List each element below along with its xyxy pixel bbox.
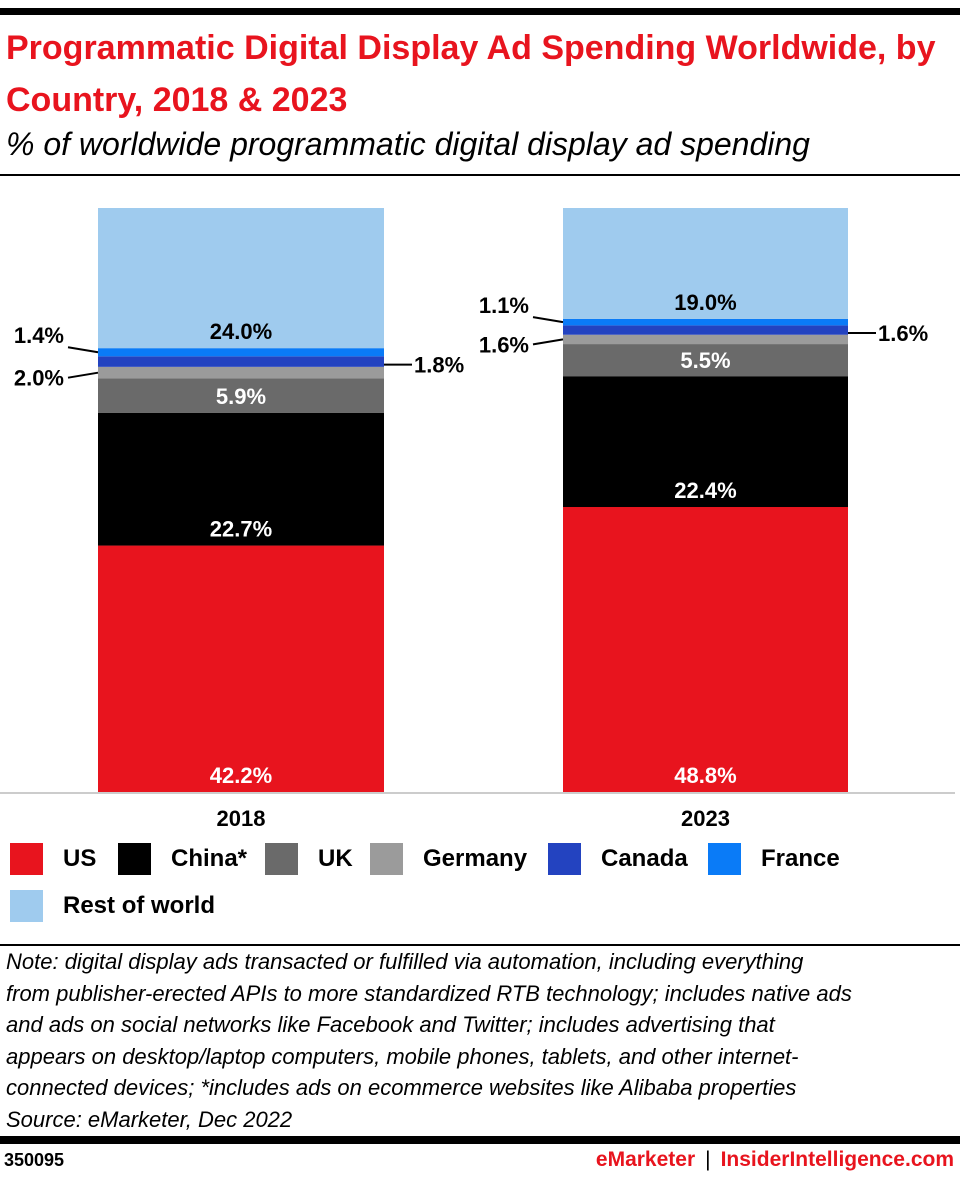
x-tick-label: 2018 bbox=[217, 806, 266, 831]
note-line: and ads on social networks like Facebook… bbox=[6, 1012, 775, 1037]
legend-swatch bbox=[265, 843, 298, 875]
legend-item: China* bbox=[118, 843, 247, 875]
divider bbox=[0, 944, 960, 946]
data-label: 48.8% bbox=[674, 763, 736, 788]
note-line: appears on desktop/laptop computers, mob… bbox=[6, 1043, 799, 1069]
bar-segment-uk-2018 bbox=[98, 378, 384, 413]
note-line: Note: digital display ads transacted or … bbox=[6, 949, 804, 974]
data-label: 2.0% bbox=[14, 366, 64, 391]
bar-segment-canada-2018 bbox=[98, 356, 384, 367]
brand-logo: eMarketer | InsiderIntelligence.com bbox=[596, 1148, 954, 1172]
legend-label: US bbox=[63, 845, 97, 872]
footer-rule bbox=[0, 1136, 960, 1144]
legend-label: China* bbox=[171, 845, 248, 872]
legend-swatch bbox=[10, 890, 43, 922]
top-rule bbox=[0, 8, 960, 15]
bar-segment-us-2023 bbox=[563, 507, 848, 792]
legend-swatch bbox=[708, 843, 741, 875]
legend-label: Rest of world bbox=[63, 892, 216, 919]
data-label: 1.6% bbox=[479, 332, 529, 357]
emarketer-logo: eMarketer bbox=[595, 1148, 696, 1171]
data-label: 5.9% bbox=[216, 384, 266, 409]
data-label: 19.0% bbox=[674, 290, 736, 315]
legend-label: UK bbox=[318, 845, 353, 872]
legend-item: US bbox=[10, 843, 96, 875]
bar-segment-germany-2023 bbox=[563, 334, 848, 345]
leader-line bbox=[67, 371, 99, 379]
source-line: Source: eMarketer, Dec 2022 bbox=[6, 1106, 293, 1132]
data-label: 5.5% bbox=[680, 348, 730, 373]
x-tick-label: 2023 bbox=[681, 806, 730, 831]
data-label: 1.1% bbox=[479, 293, 529, 318]
chart-subtitle: % of worldwide programmatic digital disp… bbox=[6, 126, 810, 162]
legend-label: Canada bbox=[601, 845, 688, 872]
legend-swatch bbox=[548, 843, 581, 875]
data-label: 1.6% bbox=[878, 321, 928, 346]
legend-item: Germany bbox=[370, 843, 527, 875]
chart-id: 350095 bbox=[4, 1150, 65, 1170]
chart-note: Note: digital display ads transacted or … bbox=[6, 946, 956, 1135]
bar-segment-rest-of-world-2018 bbox=[98, 208, 384, 349]
data-label: 42.2% bbox=[210, 763, 272, 788]
brand-separator: | bbox=[705, 1148, 711, 1171]
legend-label: France bbox=[761, 845, 840, 872]
data-label: 22.7% bbox=[210, 517, 272, 542]
legend-item: Rest of world bbox=[10, 890, 215, 922]
bar-segment-france-2018 bbox=[98, 348, 384, 357]
bar-segment-uk-2023 bbox=[563, 344, 848, 377]
leader-line bbox=[532, 338, 564, 346]
data-label: 24.0% bbox=[210, 319, 272, 344]
data-label: 22.4% bbox=[674, 478, 736, 503]
note-line: connected devices; *includes ads on ecom… bbox=[6, 1075, 797, 1100]
insider-intelligence-logo: InsiderIntelligence.com bbox=[720, 1148, 954, 1171]
legend-swatch bbox=[10, 843, 43, 875]
data-label: 1.8% bbox=[414, 353, 464, 378]
bar-segment-france-2023 bbox=[563, 318, 848, 326]
bar-segment-rest-of-world-2023 bbox=[563, 208, 848, 319]
chart-title: Programmatic Digital Display Ad Spending… bbox=[6, 29, 936, 119]
legend-swatch bbox=[118, 843, 151, 875]
legend-swatch bbox=[370, 843, 403, 875]
legend-item: France bbox=[708, 843, 840, 875]
legend-label: Germany bbox=[423, 845, 528, 872]
leader-line bbox=[67, 346, 99, 354]
bar-segment-china--2018 bbox=[98, 412, 384, 546]
legend-item: Canada bbox=[548, 843, 688, 875]
note-line: from publisher-erected APIs to more stan… bbox=[6, 980, 852, 1006]
stacked-bar-chart: 42.2% 22.7% 5.9% 24.0% 2.0% 1.4% 1.8% 2018 48.8%… bbox=[0, 208, 955, 831]
leader-line bbox=[532, 316, 564, 324]
bar-segment-china--2023 bbox=[563, 376, 848, 508]
bar-segment-canada-2023 bbox=[563, 325, 848, 335]
legend-item: UK bbox=[265, 843, 353, 875]
data-label: 1.4% bbox=[14, 323, 64, 348]
bar-segment-germany-2018 bbox=[98, 366, 384, 379]
bar-segment-us-2018 bbox=[98, 545, 384, 792]
divider bbox=[0, 174, 960, 176]
